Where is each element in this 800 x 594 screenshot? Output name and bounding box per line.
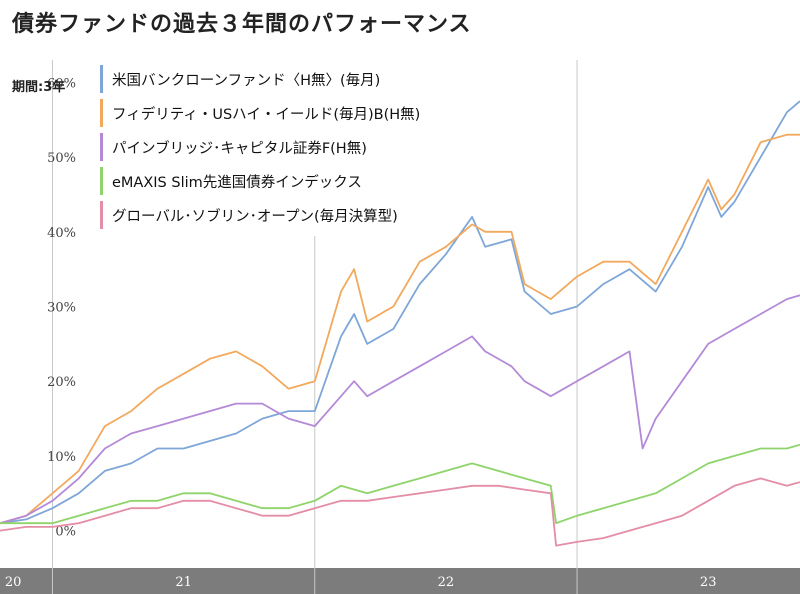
series-line-3 <box>0 443 800 525</box>
x-tick-label: 21 <box>175 575 192 590</box>
legend-item: パインブリッジ･キャピタル証券F(H無) <box>100 130 420 164</box>
legend-label: フィデリティ・USハイ・イールド(毎月)B(H無) <box>112 106 421 123</box>
y-tick-label: 40% <box>47 226 76 241</box>
page-title: 債券ファンドの過去３年間のパフォーマンス <box>12 12 472 37</box>
x-tick-label: 23 <box>700 575 717 590</box>
period-label: 期間:3年 <box>12 80 66 95</box>
y-tick-label: 0% <box>55 525 76 540</box>
legend-swatch <box>100 167 103 195</box>
y-tick-label: 30% <box>47 301 76 316</box>
series-line-0 <box>0 100 800 525</box>
x-tick-label: 20 <box>5 575 22 590</box>
series-line-2 <box>0 294 800 525</box>
legend-item: フィデリティ・USハイ・イールド(毎月)B(H無) <box>100 96 420 130</box>
legend-label: eMAXIS Slim先進国債券インデックス <box>112 174 362 191</box>
legend-swatch <box>100 99 103 127</box>
y-tick-label: 60% <box>47 76 76 91</box>
legend-label: パインブリッジ･キャピタル証券F(H無) <box>112 140 367 157</box>
legend-item: グローバル･ソブリン･オープン(毎月決算型) <box>100 198 420 232</box>
series-line-1 <box>0 133 800 525</box>
legend-item: 米国バンクローンファンド〈H無〉(毎月) <box>100 62 420 96</box>
legend-label: グローバル･ソブリン･オープン(毎月決算型) <box>112 208 398 225</box>
y-tick-label: 50% <box>47 151 76 166</box>
legend-swatch <box>100 65 103 93</box>
x-tick-label: 22 <box>438 575 455 590</box>
series-line-4 <box>0 477 800 547</box>
y-tick-label: 10% <box>47 450 76 465</box>
legend-item: eMAXIS Slim先進国債券インデックス <box>100 164 420 198</box>
legend-swatch <box>100 133 103 161</box>
legend-label: 米国バンクローンファンド〈H無〉(毎月) <box>112 72 381 89</box>
chart-legend: 米国バンクローンファンド〈H無〉(毎月) フィデリティ・USハイ・イールド(毎月)… <box>100 60 429 236</box>
y-tick-label: 20% <box>47 375 76 390</box>
legend-swatch <box>100 201 103 229</box>
x-axis-band <box>0 568 800 594</box>
